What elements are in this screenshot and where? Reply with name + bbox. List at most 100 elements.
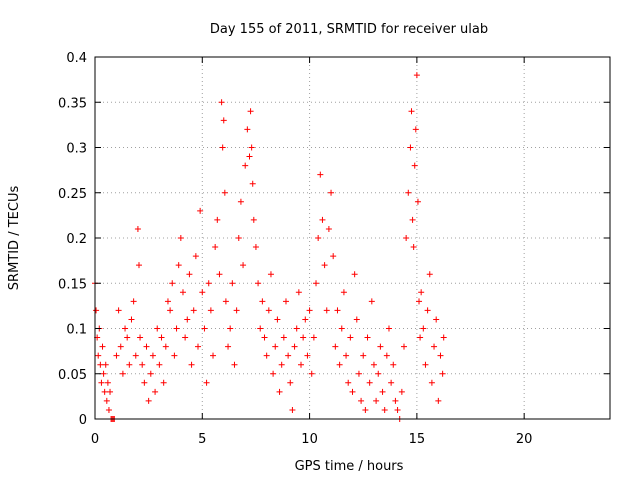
y-tick-label: 0 — [79, 413, 87, 428]
gridlines — [95, 57, 610, 419]
data-point — [93, 307, 100, 314]
data-point — [323, 307, 330, 314]
data-point — [199, 289, 206, 296]
data-point — [413, 72, 420, 79]
data-point — [237, 198, 244, 205]
data-point — [428, 379, 435, 386]
data-point — [252, 244, 259, 251]
data-point — [259, 298, 266, 305]
data-point — [267, 271, 274, 278]
data-point — [102, 361, 109, 368]
data-point — [379, 388, 386, 395]
data-point — [410, 244, 417, 251]
data-point — [401, 343, 407, 350]
y-tick-label: 0.2 — [66, 232, 87, 247]
chart-title: Day 155 of 2011, SRMTID for receiver ula… — [210, 22, 488, 37]
y-tick-label: 0.35 — [58, 96, 87, 111]
data-point — [343, 352, 350, 359]
data-point — [257, 325, 264, 332]
data-point — [219, 144, 226, 151]
data-point — [139, 361, 146, 368]
data-point — [184, 316, 191, 323]
data-point — [158, 334, 165, 341]
data-point — [203, 379, 210, 386]
data-point — [210, 352, 217, 359]
data-point — [119, 370, 126, 377]
data-point — [247, 108, 254, 115]
data-point — [364, 334, 371, 341]
data-point — [313, 280, 320, 287]
data-point — [295, 289, 302, 296]
data-point — [317, 171, 324, 178]
data-point — [104, 379, 111, 386]
data-point — [433, 316, 440, 323]
data-point — [418, 289, 425, 296]
data-point — [97, 361, 104, 368]
data-point — [282, 298, 289, 305]
data-point — [128, 316, 135, 323]
data-point — [439, 370, 446, 377]
data-point — [411, 162, 418, 169]
data-point — [280, 334, 287, 341]
data-point — [385, 325, 392, 332]
data-point — [95, 352, 102, 359]
data-point — [195, 343, 201, 350]
data-point — [156, 361, 163, 368]
data-point — [319, 216, 326, 223]
x-tick-label: 10 — [301, 432, 318, 447]
data-point — [338, 325, 345, 332]
data-point — [177, 235, 184, 241]
data-point — [300, 334, 307, 341]
data-point — [362, 406, 369, 413]
data-point — [141, 379, 148, 386]
data-point — [289, 406, 296, 413]
data-points — [92, 72, 447, 422]
data-point — [368, 298, 375, 305]
data-point — [414, 198, 421, 205]
data-point — [154, 325, 161, 332]
data-point — [99, 343, 106, 350]
data-point — [298, 361, 304, 368]
data-point — [149, 352, 156, 359]
data-point — [420, 325, 427, 332]
data-point — [235, 235, 242, 241]
data-point — [201, 325, 208, 332]
data-point — [263, 352, 270, 359]
data-point — [143, 343, 150, 350]
data-point — [274, 316, 281, 323]
data-point — [408, 108, 415, 115]
data-point — [336, 361, 343, 368]
data-point — [422, 361, 429, 368]
data-point — [261, 334, 268, 341]
data-point — [360, 352, 367, 359]
data-point — [347, 334, 354, 341]
data-point — [390, 361, 397, 368]
data-point — [328, 189, 335, 196]
data-point — [407, 144, 414, 151]
data-point — [272, 343, 279, 350]
x-axis-label: GPS time / hours — [295, 459, 404, 474]
data-point — [169, 280, 176, 287]
data-point — [135, 262, 142, 269]
data-point — [248, 144, 255, 151]
data-point — [437, 352, 444, 359]
data-point — [190, 307, 197, 314]
data-point — [221, 189, 228, 196]
data-point — [179, 289, 186, 296]
data-point — [278, 361, 285, 368]
data-point — [325, 225, 332, 232]
data-point — [375, 370, 382, 377]
data-point — [231, 361, 238, 368]
data-point — [353, 316, 360, 323]
data-point — [244, 126, 251, 133]
data-point — [302, 316, 309, 323]
data-point — [101, 388, 108, 395]
data-point — [426, 271, 433, 278]
y-tick-label: 0.1 — [66, 323, 87, 338]
data-point — [132, 352, 139, 359]
data-point — [162, 343, 169, 350]
data-point — [394, 406, 401, 413]
data-point — [392, 397, 399, 404]
data-point — [167, 307, 174, 314]
data-point — [229, 280, 236, 287]
